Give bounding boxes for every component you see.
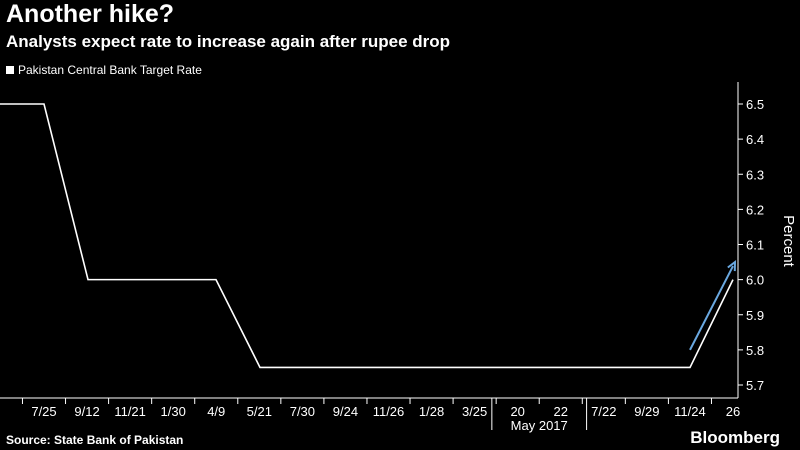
- x-tick-label: 20: [510, 404, 524, 419]
- legend: Pakistan Central Bank Target Rate: [6, 63, 202, 77]
- x-tick-label: 11/21: [114, 404, 146, 419]
- arrow-head: [727, 260, 737, 272]
- x-tick-label: 9/12: [74, 404, 99, 419]
- x-tick-label: 11/24: [674, 404, 706, 419]
- y-tick-label: 6.0: [746, 273, 764, 288]
- y-tick-label: 6.3: [746, 167, 764, 182]
- y-tick-label: 5.9: [746, 308, 764, 323]
- x-tick-label: 3/25: [462, 404, 487, 419]
- y-tick-label: 5.8: [746, 343, 764, 358]
- chart-subtitle: Analysts expect rate to increase again a…: [6, 32, 451, 51]
- x-tick-label: 11/26: [373, 404, 405, 419]
- y-tick-label: 6.2: [746, 202, 764, 217]
- x-tick-label: 9/24: [333, 404, 358, 419]
- y-axis-title: Percent: [780, 215, 797, 268]
- y-tick-label: 6.5: [746, 97, 764, 112]
- x-tick-label: 22: [554, 404, 568, 419]
- x-tick-label: 7/22: [591, 404, 616, 419]
- legend-label: Pakistan Central Bank Target Rate: [18, 63, 202, 77]
- legend-swatch: [6, 66, 14, 74]
- x-tick-label: 9/29: [634, 404, 659, 419]
- x-tick-label: 5/21: [247, 404, 272, 419]
- y-tick-label: 6.1: [746, 238, 764, 253]
- x-tick-label: 7/25: [31, 404, 56, 419]
- y-tick-label: 5.7: [746, 378, 764, 393]
- x-tick-label: 26: [726, 404, 740, 419]
- arrow-shaft: [689, 265, 734, 351]
- x-tick-label: 1/30: [161, 404, 186, 419]
- y-tick-label: 6.4: [746, 132, 764, 147]
- source-note: Source: State Bank of Pakistan: [6, 433, 184, 447]
- chart-title: Another hike?: [6, 0, 175, 28]
- series-line: [0, 103, 734, 369]
- bloomberg-logo: Bloomberg: [690, 428, 780, 447]
- x-tick-label: 7/30: [290, 404, 315, 419]
- x-tick-label: 1/28: [419, 404, 444, 419]
- x-tick-label: 4/9: [207, 404, 225, 419]
- x-period-label: May 2017: [511, 418, 568, 433]
